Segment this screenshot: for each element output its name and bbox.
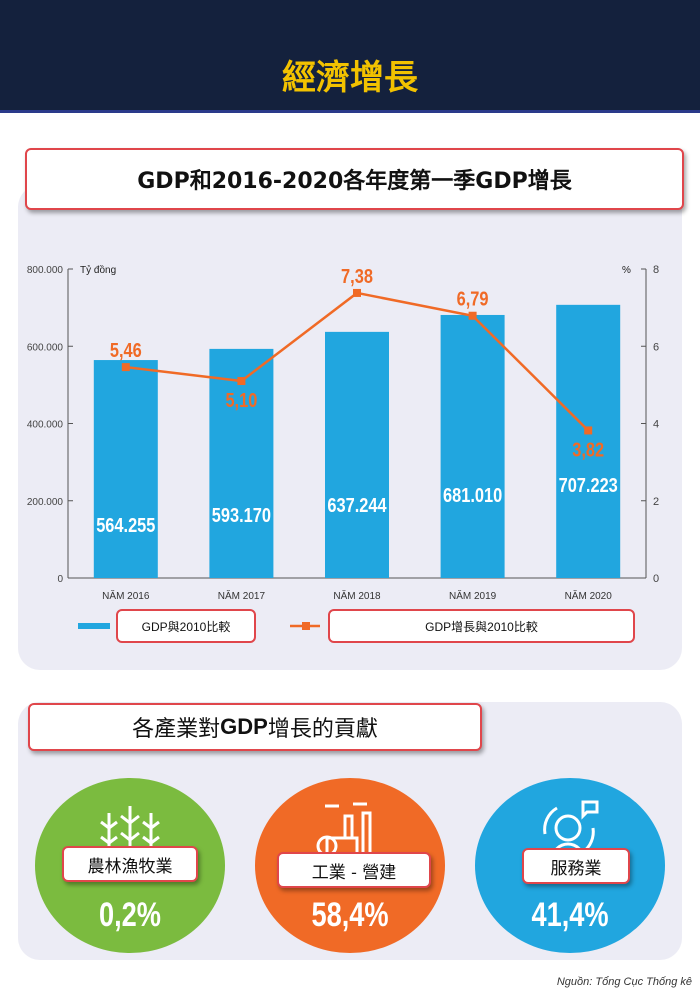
bar — [440, 314, 505, 578]
left-tick-label: 600.000 — [27, 342, 64, 353]
right-tick-label: 0 — [653, 573, 659, 585]
left-tick-label: 0 — [57, 574, 63, 585]
bar-label: 593.170 — [212, 503, 271, 526]
page-title: 經濟增長 — [282, 58, 418, 98]
header: 經濟增長 — [0, 0, 700, 113]
right-tick-label: 2 — [653, 496, 659, 508]
growth-point — [121, 363, 130, 372]
bar-label: 707.223 — [559, 473, 618, 496]
sector-value: 41,4% — [531, 896, 609, 934]
sector-agriculture: 農林漁牧業 0,2% — [35, 778, 225, 953]
sector-label: 農林漁牧業 — [62, 846, 198, 882]
sector-industry: 工業 - 營建 58,4% — [255, 778, 445, 953]
bar-label: 681.010 — [443, 483, 502, 506]
left-tick-label: 400.000 — [27, 420, 64, 431]
sectors-title-cn: 各產業對 — [132, 717, 221, 742]
bar-label: 637.244 — [327, 493, 387, 516]
gdp-chart: 0 200.000 400.000 600.000 800.000 0 2 4 6 8 Tỷ đồn… — [27, 264, 659, 643]
right-tick-label: 6 — [653, 341, 659, 353]
x-tick-label: NĂM 2019 — [449, 589, 497, 602]
sectors-title-gdp: GDP — [220, 714, 268, 739]
growth-point — [584, 426, 593, 435]
chart-title-box: GDP和2016-2020各年度第一季GDP增長 — [25, 148, 684, 210]
legend-line-label: GDP增長與2010比較 — [425, 619, 538, 634]
chart-title: GDP和2016-2020各年度第一季GDP增長 — [137, 169, 572, 194]
growth-label: 5,46 — [110, 339, 142, 362]
right-axis-label: % — [622, 265, 631, 276]
bar — [325, 331, 389, 578]
customer-service-icon — [543, 800, 599, 865]
growth-label: 7,38 — [341, 264, 373, 287]
sectors-title-box: 各產業對 GDP 增長的貢獻 — [28, 703, 482, 751]
right-tick-label: 4 — [653, 419, 659, 431]
legend-bar-label-box — [116, 609, 256, 643]
growth-label: 6,79 — [457, 287, 489, 310]
sector-label: 服務業 — [522, 848, 630, 884]
bar — [93, 360, 158, 578]
legend-bar-label: GDP與2010比較 — [142, 619, 231, 634]
left-tick-label: 200.000 — [27, 497, 64, 508]
growth-point — [237, 377, 246, 386]
growth-point — [353, 288, 361, 297]
legend-line-marker — [302, 622, 310, 630]
left-axis-label: Tỷ đồng — [80, 264, 116, 276]
sector-label: 工業 - 營建 — [277, 852, 431, 888]
growth-label: 5,10 — [225, 388, 257, 411]
sector-value: 0,2% — [99, 896, 161, 934]
x-tick-label: NĂM 2020 — [565, 589, 613, 602]
bar — [209, 348, 274, 578]
source-note: Nguồn: Tổng Cục Thống kê — [556, 976, 692, 988]
sector-services: 服務業 41,4% — [475, 778, 665, 953]
x-tick-label: NĂM 2018 — [333, 589, 381, 602]
sector-value: 58,4% — [311, 896, 389, 934]
bar-label: 564.255 — [96, 513, 155, 536]
bar — [556, 304, 621, 578]
sectors-title-rest: 增長的貢獻 — [267, 717, 378, 742]
legend-bar-swatch — [78, 623, 110, 629]
left-tick-label: 800.000 — [27, 265, 64, 276]
legend-line-label-box — [328, 609, 635, 643]
growth-label: 3,82 — [572, 438, 604, 461]
x-tick-label: NĂM 2016 — [102, 589, 150, 602]
x-tick-label: NĂM 2017 — [218, 589, 266, 602]
right-tick-label: 8 — [653, 264, 659, 276]
growth-point — [468, 311, 477, 320]
